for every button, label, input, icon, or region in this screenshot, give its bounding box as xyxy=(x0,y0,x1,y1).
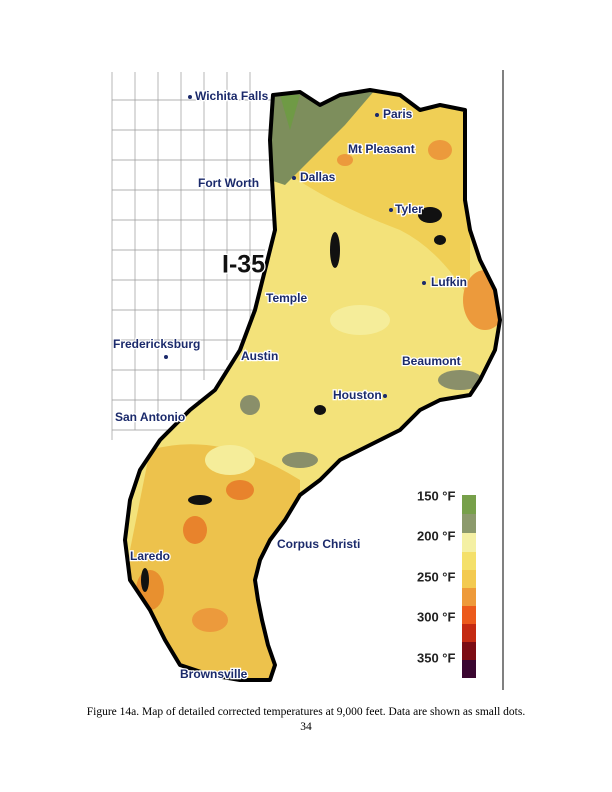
county-lines xyxy=(111,72,275,440)
legend-label: 350 °F xyxy=(417,650,456,665)
page-number: 34 xyxy=(300,721,312,733)
map-label: Houston xyxy=(333,388,382,402)
map-label: Paris xyxy=(383,107,413,121)
map-label: San Antonio xyxy=(115,410,185,424)
map-label: Mt Pleasant xyxy=(348,142,415,156)
city-dots xyxy=(164,95,426,398)
map-label: Wichita Falls xyxy=(195,89,269,103)
map-label: Fredericksburg xyxy=(113,337,200,351)
map-label: Tyler xyxy=(395,202,423,216)
map-label: Lufkin xyxy=(431,275,467,289)
map-label: Brownsville xyxy=(180,667,248,681)
color-scale xyxy=(462,495,476,678)
region-outline xyxy=(123,88,502,682)
map-figure: Wichita Falls Paris Mt Pleasant Dallas F… xyxy=(111,70,504,690)
legend-label: 300 °F xyxy=(417,609,456,624)
map-label: Beaumont xyxy=(402,354,461,368)
legend-label: 250 °F xyxy=(417,569,456,584)
legend-label: 150 °F xyxy=(417,488,456,503)
map-label: Austin xyxy=(241,349,278,363)
legend-label: 200 °F xyxy=(417,528,456,543)
map-label: Fort Worth xyxy=(198,176,259,190)
map-label: Temple xyxy=(266,291,307,305)
map-label: Corpus Christi xyxy=(277,537,360,551)
highway-label: I-35 xyxy=(222,251,265,279)
map-label: Dallas xyxy=(300,170,336,184)
figure-caption: Figure 14a. Map of detailed corrected te… xyxy=(86,706,526,718)
map-label: Laredo xyxy=(130,549,170,563)
